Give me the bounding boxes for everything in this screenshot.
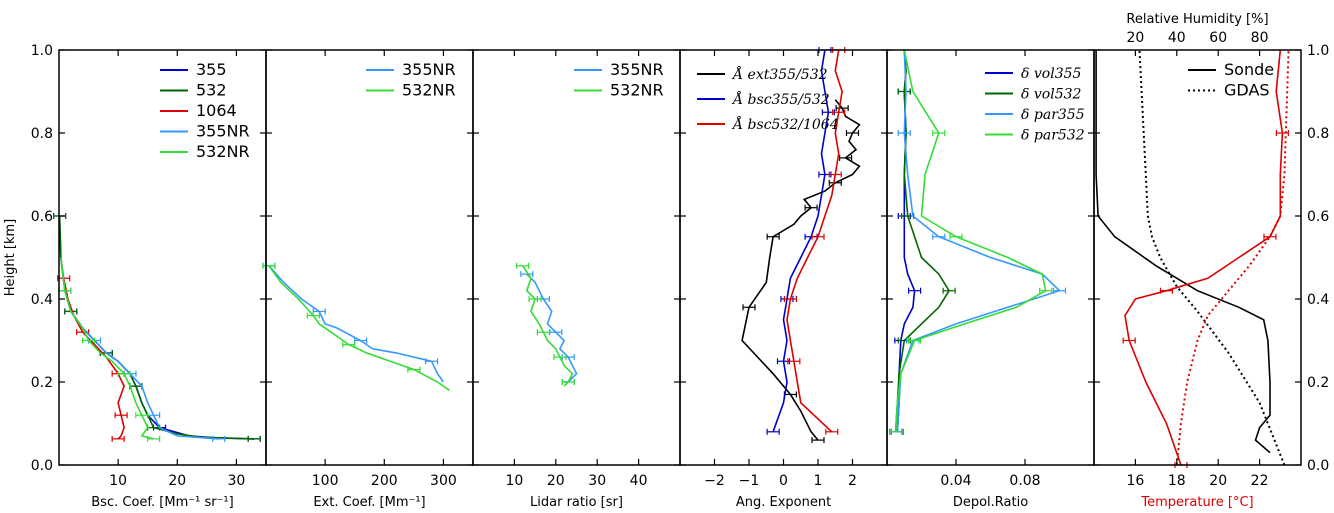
x2-tick-label: 60 xyxy=(1209,30,1227,46)
series-line-sonde-t xyxy=(1124,49,1284,466)
x-tick-label: 30 xyxy=(588,473,606,489)
y-tick-label: 1.0 xyxy=(31,43,53,59)
x-tick-label: 300 xyxy=(430,473,457,489)
y-tick-label: 0.2 xyxy=(1307,375,1329,391)
series-line-532 xyxy=(58,215,255,440)
series-line-gdas-rh xyxy=(1138,49,1286,466)
x-tick-label: 20 xyxy=(168,473,186,489)
x2-tick-label: 20 xyxy=(1126,30,1144,46)
legend-entry: δ vol532 xyxy=(1021,87,1082,103)
legend-entry: 355 xyxy=(196,60,227,79)
x-tick-label: 22 xyxy=(1251,473,1269,489)
x-axis-label: Depol.Ratio xyxy=(953,495,1028,510)
series-line--par532 xyxy=(894,49,1047,432)
x-tick-label: 40 xyxy=(630,473,648,489)
x-tick-label: 0.08 xyxy=(1009,473,1040,489)
x-axis-label: Ang. Exponent xyxy=(736,495,831,510)
legend-entry: 532 xyxy=(196,81,227,100)
x-tick-label: −1 xyxy=(739,473,760,489)
panel-2: 100 200 300 Ext. Coef. [Mm⁻¹] 355NR 532NR xyxy=(262,49,474,510)
legend-entry: δ vol355 xyxy=(1021,66,1082,82)
x-tick-label: −2 xyxy=(704,473,725,489)
y-tick-label: 0.4 xyxy=(1307,292,1329,308)
x-tick-label: 0 xyxy=(779,473,788,489)
legend-entry: 355NR xyxy=(196,122,250,141)
x-tick-label: 100 xyxy=(312,473,339,489)
series-line-355nr xyxy=(526,273,578,383)
x-axis-label: Ext. Coef. [Mm⁻¹] xyxy=(313,495,425,510)
series-line-sonde-rh xyxy=(1095,50,1271,454)
y-tick-label: 0.0 xyxy=(1307,458,1329,474)
y-tick-label: 0.4 xyxy=(31,292,53,308)
series-line-355 xyxy=(58,215,255,440)
y-tick-label: 0.8 xyxy=(31,126,53,142)
x-tick-label: 18 xyxy=(1168,473,1186,489)
panel-6: 16 18 20 22 20 40 60 80 Relative Humidity [%] Tem… xyxy=(1093,12,1329,510)
x-tick-label: 2 xyxy=(848,473,857,489)
legend-entry: 532NR xyxy=(402,81,456,100)
x-tick-label: 1 xyxy=(814,473,823,489)
legend-entry: 355NR xyxy=(610,60,664,79)
legend-entry: 532NR xyxy=(196,142,250,161)
legend-entry: 532NR xyxy=(610,81,664,100)
legend-entry: Å bsc355/532 xyxy=(731,90,830,108)
panel-4: −2 −1 0 1 2 Ang. Exponent Å ext355/532 Å bsc355… xyxy=(679,47,888,510)
y-tick-label: 0.6 xyxy=(1307,209,1329,225)
x2-tick-label: 80 xyxy=(1251,30,1269,46)
x-axis-label: Lidar ratio [sr] xyxy=(530,495,623,510)
x2-tick-label: 40 xyxy=(1168,30,1186,46)
legend-entry: δ par532 xyxy=(1021,128,1085,144)
x-tick-label: 16 xyxy=(1126,473,1144,489)
legend-entry: Sonde xyxy=(1224,60,1274,79)
x-tick-label: 20 xyxy=(547,473,565,489)
panel-frame xyxy=(265,49,474,466)
y-tick-label: 0.6 xyxy=(31,209,53,225)
x-tick-label: 10 xyxy=(505,473,523,489)
series-line-532nr xyxy=(268,265,450,391)
series-line-gdas-t xyxy=(1175,49,1290,466)
x-tick-label: 10 xyxy=(109,473,127,489)
x-tick-label: 20 xyxy=(1209,473,1227,489)
x2-axis-label: Relative Humidity [%] xyxy=(1126,12,1268,27)
panel-1: 10 20 30 Bsc. Coef. [Mm⁻¹ sr⁻¹] 0.0 0.2 0.4 0.6… xyxy=(3,43,267,510)
y-tick-label: 0.2 xyxy=(31,375,53,391)
series-line-1064 xyxy=(60,257,125,440)
legend-entry: 1064 xyxy=(196,101,237,120)
legend-entry: δ par355 xyxy=(1021,107,1085,123)
series-line-532nr xyxy=(522,265,574,387)
x-tick-label: 30 xyxy=(228,473,246,489)
series-line-532nr xyxy=(60,257,154,440)
x-tick-label: 200 xyxy=(371,473,398,489)
series-line--ext355-532 xyxy=(741,99,861,441)
panel-frame xyxy=(1093,49,1302,466)
x-tick-label: 0.04 xyxy=(940,473,971,489)
y-tick-label: 1.0 xyxy=(1307,43,1329,59)
x-axis-label: Bsc. Coef. [Mm⁻¹ sr⁻¹] xyxy=(91,495,233,510)
y-axis-label: Height [km] xyxy=(3,219,18,296)
y-tick-label: 0.8 xyxy=(1307,126,1329,142)
panel-3: 10 20 30 40 Lidar ratio [sr] 355NR 532NR xyxy=(472,49,681,510)
y-tick-label: 0.0 xyxy=(31,458,53,474)
series-line-355nr xyxy=(268,265,445,383)
legend-entry: Å bsc532/1064 xyxy=(731,115,839,133)
panel-5: 0.04 0.08 Depol.Ratio δ vol355 δ vol532 δ par… xyxy=(886,49,1095,510)
legend-entry: GDAS xyxy=(1224,81,1270,100)
legend-entry: Å ext355/532 xyxy=(731,65,828,83)
legend-entry: 355NR xyxy=(402,60,456,79)
panel-frame xyxy=(472,49,681,466)
x-axis-label: Temperature [°C] xyxy=(1140,495,1253,510)
